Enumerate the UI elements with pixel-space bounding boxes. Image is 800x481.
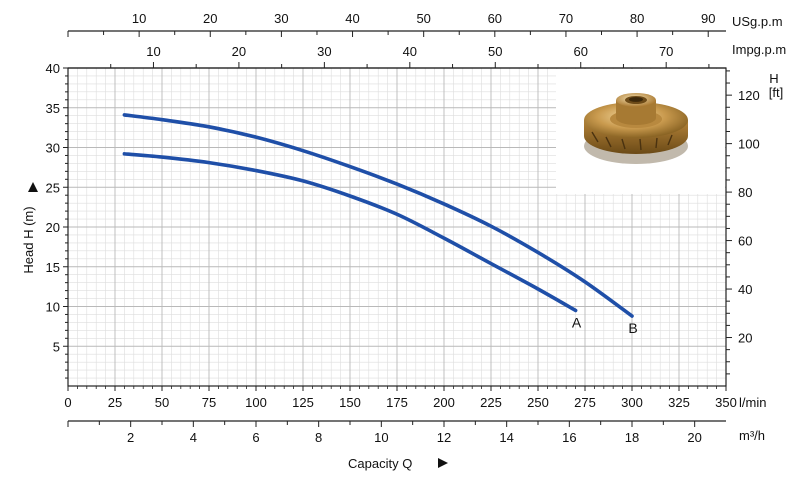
curve-a	[122, 152, 578, 313]
x-axis-title: Capacity Q	[348, 456, 412, 471]
tick-label-head-ft: 80	[738, 185, 752, 200]
axes	[68, 30, 726, 422]
tick-label-lmin: 175	[386, 395, 408, 410]
tick-label-usgpm: 90	[701, 11, 715, 26]
tick-label-lmin: 150	[339, 395, 361, 410]
tick-label-lmin: 50	[155, 395, 169, 410]
usgpm-unit-label: USg.p.m	[732, 14, 783, 29]
tick-label-usgpm: 50	[416, 11, 430, 26]
tick-label-head-ft: 40	[738, 282, 752, 297]
m3h-unit-label: m³/h	[739, 428, 765, 443]
tick-label-usgpm: 70	[559, 11, 573, 26]
tick-label-impgpm: 50	[488, 44, 502, 59]
curve-label-a: A	[572, 314, 582, 330]
tick-label-head-m: 35	[46, 101, 60, 116]
tick-label-head-m: 5	[53, 339, 60, 354]
tick-label-m3h: 6	[252, 430, 259, 445]
tick-label-head-m: 30	[46, 141, 60, 156]
tick-label-usgpm: 80	[630, 11, 644, 26]
impgpm-unit-label: Impg.p.m	[732, 42, 786, 57]
y-axis-arrow-icon	[28, 182, 38, 192]
tick-label-usgpm: 30	[274, 11, 288, 26]
tick-label-impgpm: 40	[403, 44, 417, 59]
tick-label-impgpm: 60	[573, 44, 587, 59]
x-axis-arrow-icon	[438, 458, 448, 468]
impeller-image	[556, 69, 725, 194]
tick-label-m3h: 2	[127, 430, 134, 445]
tick-label-lmin: 75	[202, 395, 216, 410]
tick-label-impgpm: 30	[317, 44, 331, 59]
lmin-unit-label: l/min	[739, 395, 766, 410]
tick-label-m3h: 18	[625, 430, 639, 445]
ft-axis-unit-label: [ft]	[769, 85, 783, 100]
tick-label-lmin: 275	[574, 395, 596, 410]
curve-label-b: B	[628, 320, 637, 336]
tick-label-lmin: 325	[668, 395, 690, 410]
tick-label-lmin: 250	[527, 395, 549, 410]
tick-label-usgpm: 20	[203, 11, 217, 26]
tick-label-lmin: 200	[433, 395, 455, 410]
tick-label-lmin: 300	[621, 395, 643, 410]
tick-label-head-ft: 100	[738, 137, 760, 152]
tick-label-m3h: 20	[687, 430, 701, 445]
y-axis-title: Head H (m)	[21, 206, 36, 273]
tick-label-usgpm: 10	[132, 11, 146, 26]
tick-label-head-m: 20	[46, 220, 60, 235]
tick-label-head-m: 25	[46, 180, 60, 195]
tick-label-lmin: 350	[715, 395, 737, 410]
curve-b	[122, 113, 634, 318]
tick-label-usgpm: 60	[488, 11, 502, 26]
tick-label-lmin: 125	[292, 395, 314, 410]
tick-label-lmin: 225	[480, 395, 502, 410]
tick-label-impgpm: 20	[232, 44, 246, 59]
ticks	[63, 31, 732, 427]
tick-label-head-m: 10	[46, 300, 60, 315]
tick-label-m3h: 8	[315, 430, 322, 445]
tick-label-head-m: 40	[46, 61, 60, 76]
tick-label-lmin: 0	[64, 395, 71, 410]
tick-label-head-ft: 20	[738, 331, 752, 346]
tick-label-impgpm: 70	[659, 44, 673, 59]
ft-axis-h-label: H	[769, 71, 778, 86]
tick-label-head-ft: 60	[738, 234, 752, 249]
tick-label-m3h: 14	[499, 430, 513, 445]
tick-label-lmin: 25	[108, 395, 122, 410]
tick-label-usgpm: 40	[345, 11, 359, 26]
tick-label-m3h: 4	[190, 430, 197, 445]
tick-label-lmin: 100	[245, 395, 267, 410]
tick-label-m3h: 12	[437, 430, 451, 445]
tick-label-m3h: 16	[562, 430, 576, 445]
tick-labels: 0 25 50 75 100 125 150 175 200 225 250 275 300 325 350…	[46, 11, 760, 445]
tick-label-impgpm: 10	[146, 44, 160, 59]
tick-label-head-m: 15	[46, 260, 60, 275]
tick-label-m3h: 10	[374, 430, 388, 445]
tick-label-head-ft: 120	[738, 88, 760, 103]
